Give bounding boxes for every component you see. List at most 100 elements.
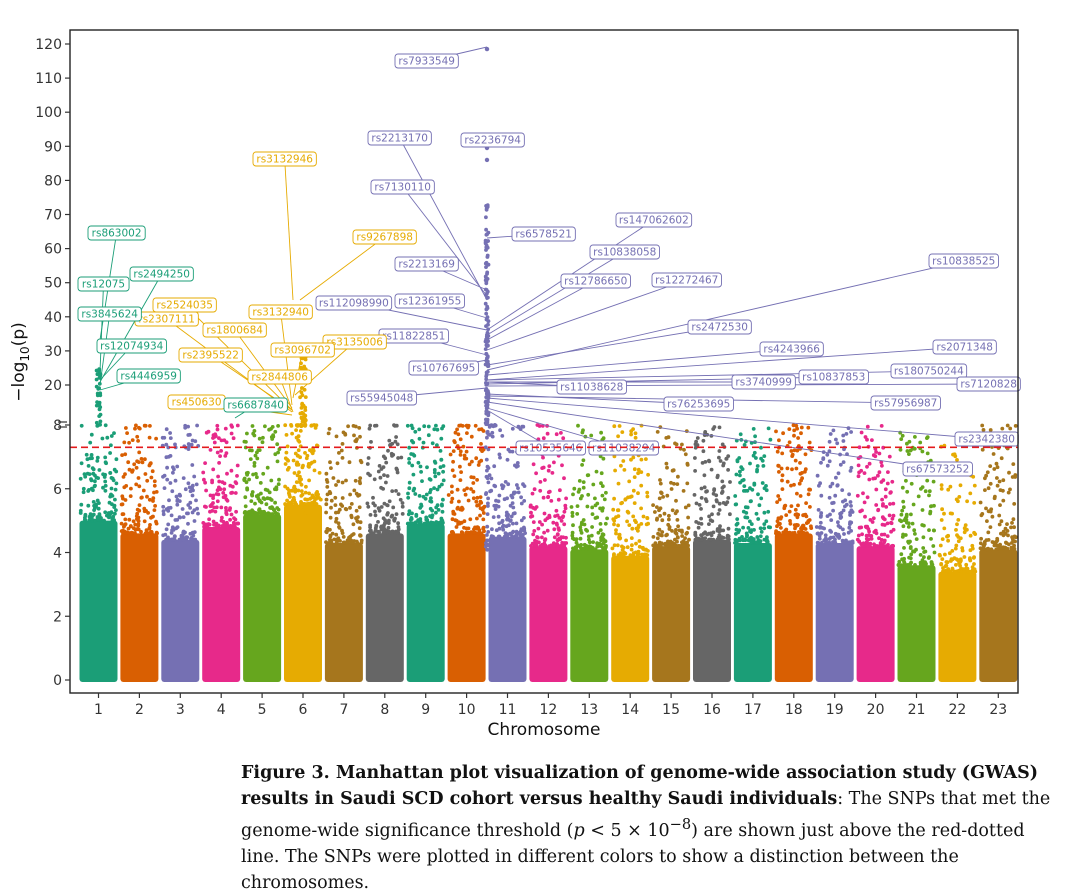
snp-point (466, 498, 471, 503)
snp-point (219, 505, 224, 510)
snp-point (274, 487, 279, 492)
snp-point (795, 515, 800, 520)
snp-point (685, 540, 689, 545)
snp-point (225, 471, 229, 476)
snp-point (484, 417, 488, 422)
snp-point (873, 544, 878, 548)
snp-point (484, 311, 489, 316)
snp-point (438, 449, 443, 453)
snp-point (953, 454, 958, 459)
snp-point (299, 494, 304, 498)
snp-point (481, 511, 486, 515)
snp-point (576, 423, 580, 428)
snp-point (927, 528, 931, 532)
snp-point (762, 537, 767, 542)
snp-point (707, 458, 711, 463)
snp-point (493, 423, 498, 428)
annotation-text: rs55945048 (350, 393, 413, 405)
snp-point (859, 430, 864, 435)
snp-point (480, 449, 484, 453)
chromosome-23-base (979, 549, 1018, 682)
snp-point (692, 493, 697, 497)
snp-point (368, 513, 373, 517)
snp-point (635, 553, 640, 558)
snp-point (161, 533, 166, 538)
snp-point (639, 506, 643, 511)
snp-point (324, 471, 329, 476)
snp-point (438, 465, 443, 470)
snp-point (922, 555, 926, 559)
annotation-box (77, 276, 130, 292)
snp-point (873, 454, 878, 459)
snp-point (563, 503, 568, 508)
annotation-text: rs2844806 (251, 372, 308, 384)
snp-point (170, 528, 175, 533)
snp-point (169, 513, 174, 518)
snp-point (639, 522, 644, 526)
snp-point (424, 515, 429, 520)
snp-point (758, 526, 763, 531)
chromosome-1-base (79, 520, 118, 682)
snp-point (629, 432, 633, 437)
x-tick-label: 11 (499, 702, 517, 718)
snp-point (629, 429, 634, 434)
snp-point (137, 450, 142, 455)
snp-point (432, 459, 437, 464)
snp-point (324, 478, 329, 482)
snp-point (868, 544, 872, 548)
snp-point (629, 547, 634, 552)
snp-point (696, 536, 701, 541)
snp-point (410, 439, 414, 443)
snp-point (756, 492, 760, 497)
annotation-box (352, 229, 417, 245)
snp-point (348, 505, 352, 510)
snp-point (298, 395, 302, 400)
snp-point (564, 535, 568, 540)
snp-point (387, 518, 391, 523)
snp-point (602, 497, 607, 502)
snp-point (939, 487, 944, 491)
snp-point (334, 532, 339, 537)
snp-point (410, 521, 415, 526)
snp-point (195, 423, 200, 428)
snp-point (328, 515, 333, 520)
snp-point (848, 500, 853, 504)
snp-point (498, 428, 502, 433)
snp-point (954, 563, 958, 567)
snp-point (215, 499, 220, 504)
snp-point (94, 377, 99, 382)
snp-point (735, 539, 740, 544)
snp-point (636, 491, 640, 496)
snp-point (508, 519, 513, 523)
chromosome-16-base (693, 539, 731, 682)
snp-point (742, 443, 747, 447)
snp-point (484, 457, 489, 462)
snp-point (948, 511, 953, 516)
annotation-box (798, 369, 869, 385)
snp-point (792, 482, 796, 487)
snp-point (687, 537, 691, 542)
snp-point (203, 480, 208, 485)
snp-point (808, 505, 812, 509)
snp-point (596, 530, 601, 535)
snp-point (629, 494, 634, 499)
snp-point (1007, 470, 1011, 475)
annotation-box (687, 319, 752, 335)
snp-point (232, 522, 236, 527)
snp-point (314, 423, 319, 428)
snp-point (819, 493, 824, 498)
snp-point (898, 447, 903, 452)
snp-point (297, 477, 302, 481)
snp-point (759, 530, 764, 534)
snp-point (145, 478, 150, 483)
snp-point (139, 529, 143, 534)
snp-point (751, 453, 756, 458)
snp-point (492, 483, 497, 488)
snp-point (223, 426, 228, 431)
snp-point (1008, 426, 1013, 431)
snp-point (896, 562, 901, 567)
snp-point (265, 465, 270, 470)
snp-point (304, 456, 309, 461)
snp-point (646, 472, 650, 477)
snp-point (490, 430, 495, 435)
